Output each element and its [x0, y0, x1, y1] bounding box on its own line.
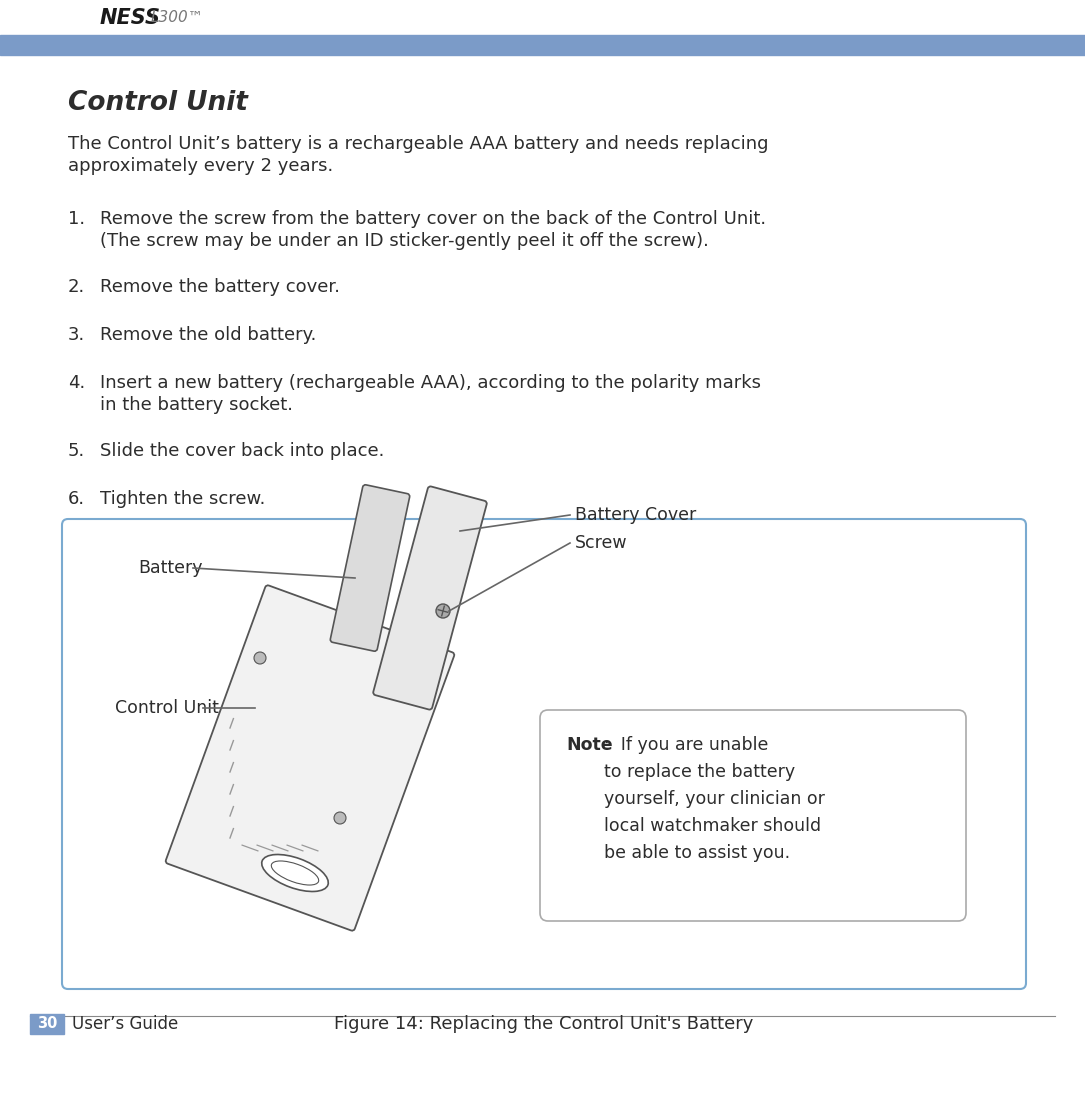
Text: :  If you are unable
to replace the battery
yourself, your clinician or
local wa: : If you are unable to replace the batte… — [604, 736, 825, 862]
Circle shape — [254, 652, 266, 664]
Ellipse shape — [261, 854, 329, 892]
Text: in the battery socket.: in the battery socket. — [100, 396, 293, 414]
Text: Battery: Battery — [138, 559, 203, 578]
Text: User’s Guide: User’s Guide — [72, 1015, 178, 1033]
FancyBboxPatch shape — [166, 585, 455, 931]
Bar — [0, 35, 1085, 55]
Text: Battery Cover: Battery Cover — [575, 506, 697, 524]
Text: Figure 14: Replacing the Control Unit's Battery: Figure 14: Replacing the Control Unit's … — [334, 1015, 754, 1033]
Text: Control Unit: Control Unit — [115, 699, 219, 717]
Text: 30: 30 — [37, 1017, 58, 1031]
Text: 3.: 3. — [68, 326, 86, 344]
Text: 2.: 2. — [68, 278, 86, 296]
Text: Remove the battery cover.: Remove the battery cover. — [100, 278, 340, 296]
Circle shape — [436, 604, 450, 618]
FancyBboxPatch shape — [373, 486, 487, 709]
Text: 4.: 4. — [68, 374, 86, 392]
Text: NESS: NESS — [100, 8, 161, 29]
Text: Control Unit: Control Unit — [68, 90, 247, 116]
Text: 5.: 5. — [68, 442, 86, 460]
Circle shape — [334, 813, 346, 824]
Text: Remove the old battery.: Remove the old battery. — [100, 326, 317, 344]
Bar — [30, 1013, 64, 1034]
Text: 1.: 1. — [68, 210, 85, 228]
Ellipse shape — [271, 861, 319, 885]
Text: Slide the cover back into place.: Slide the cover back into place. — [100, 442, 384, 460]
Text: Screw: Screw — [575, 534, 627, 552]
Text: Tighten the screw.: Tighten the screw. — [100, 490, 266, 508]
Text: approximately every 2 years.: approximately every 2 years. — [68, 157, 333, 175]
FancyBboxPatch shape — [330, 485, 410, 651]
Text: Note: Note — [566, 736, 613, 754]
FancyBboxPatch shape — [540, 710, 966, 921]
Text: The Control Unit’s battery is a rechargeable AAA battery and needs replacing: The Control Unit’s battery is a recharge… — [68, 135, 768, 153]
FancyBboxPatch shape — [62, 519, 1026, 989]
Text: (The screw may be under an ID sticker-gently peel it off the screw).: (The screw may be under an ID sticker-ge… — [100, 232, 709, 250]
Text: Remove the screw from the battery cover on the back of the Control Unit.: Remove the screw from the battery cover … — [100, 210, 766, 228]
Text: L300™: L300™ — [151, 10, 204, 25]
Text: Insert a new battery (rechargeable AAA), according to the polarity marks: Insert a new battery (rechargeable AAA),… — [100, 374, 761, 392]
Text: 6.: 6. — [68, 490, 85, 508]
